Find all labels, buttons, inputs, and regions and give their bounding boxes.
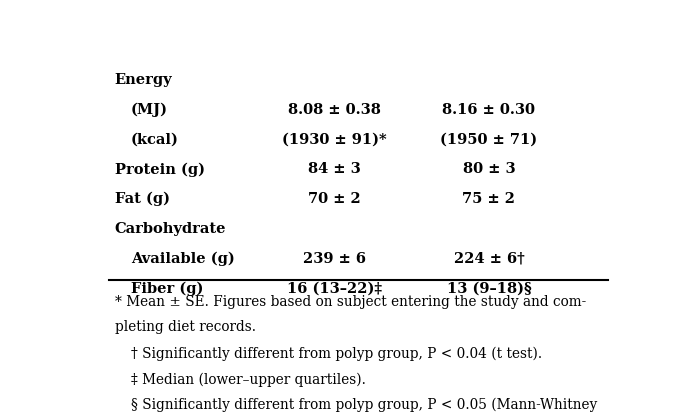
Text: pleting diet records.: pleting diet records.: [115, 320, 256, 334]
Text: * Mean ± SE. Figures based on subject entering the study and com-: * Mean ± SE. Figures based on subject en…: [115, 294, 586, 309]
Text: 84 ± 3: 84 ± 3: [308, 162, 360, 176]
Text: † Significantly different from polyp group, P < 0.04 (t test).: † Significantly different from polyp gro…: [131, 346, 542, 361]
Text: 239 ± 6: 239 ± 6: [303, 252, 366, 265]
Text: 70 ± 2: 70 ± 2: [308, 192, 360, 206]
Text: 13 (9–18)§: 13 (9–18)§: [447, 281, 531, 295]
Text: Protein (g): Protein (g): [115, 162, 204, 177]
Text: 224 ± 6†: 224 ± 6†: [454, 252, 524, 265]
Text: Available (g): Available (g): [131, 252, 234, 266]
Text: ‡ Median (lower–upper quartiles).: ‡ Median (lower–upper quartiles).: [131, 372, 366, 386]
Text: (MJ): (MJ): [131, 103, 168, 117]
Text: 80 ± 3: 80 ± 3: [463, 162, 515, 176]
Text: (1950 ± 71): (1950 ± 71): [440, 133, 538, 147]
Text: § Significantly different from polyp group, P < 0.05 (Mann-Whitney: § Significantly different from polyp gro…: [131, 398, 597, 412]
Text: 75 ± 2: 75 ± 2: [463, 192, 515, 206]
Text: Fiber (g): Fiber (g): [131, 281, 203, 296]
Text: Fat (g): Fat (g): [115, 192, 169, 207]
Text: (1930 ± 91)*: (1930 ± 91)*: [282, 133, 386, 147]
Text: Carbohydrate: Carbohydrate: [115, 222, 226, 236]
Text: 8.08 ± 0.38: 8.08 ± 0.38: [288, 103, 381, 117]
Text: 16 (13–22)‡: 16 (13–22)‡: [287, 281, 382, 295]
Text: 8.16 ± 0.30: 8.16 ± 0.30: [442, 103, 536, 117]
Text: Energy: Energy: [115, 73, 172, 87]
Text: (kcal): (kcal): [131, 133, 178, 147]
